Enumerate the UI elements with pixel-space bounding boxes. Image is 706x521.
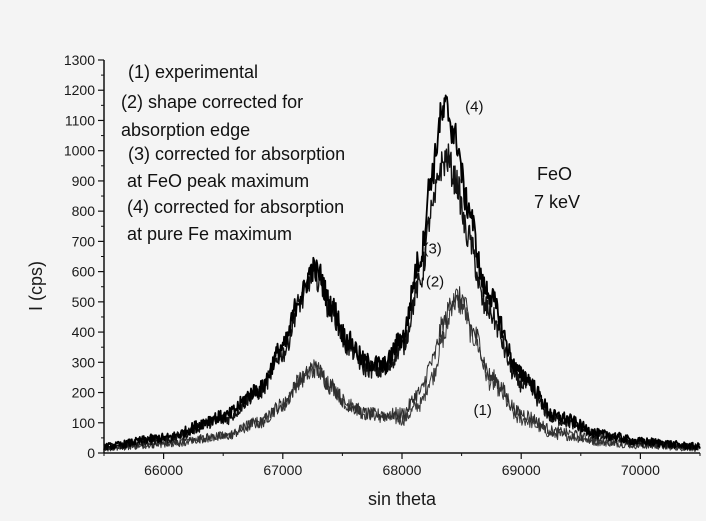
sample-label: FeO: [537, 164, 572, 184]
curve-label-1: (1): [474, 402, 492, 419]
legend: (1) experimental (2) shape corrected for…: [121, 62, 345, 244]
y-tick-label: 800: [72, 203, 96, 219]
y-tick-label: 500: [72, 294, 96, 310]
legend-line-3: absorption edge: [121, 120, 250, 140]
y-tick-label: 100: [72, 415, 96, 431]
y-tick-label: 1200: [64, 82, 95, 98]
y-tick-label: 600: [72, 264, 96, 280]
x-tick-label: 67000: [263, 462, 302, 478]
x-tick-label: 66000: [144, 462, 183, 478]
x-tick-label: 68000: [383, 462, 422, 478]
axes: 0 100 200 300 400 500 600 700 800 900 1000 1100 1200…: [64, 52, 701, 478]
x-tick-label: 70000: [621, 462, 660, 478]
side-annotation: FeO 7 keV: [534, 164, 580, 212]
y-axis-title: I (cps): [26, 261, 46, 311]
y-tick-label: 700: [72, 233, 96, 249]
x-tick-label: 69000: [502, 462, 541, 478]
legend-line-2: (2) shape corrected for: [121, 92, 303, 112]
energy-label: 7 keV: [534, 192, 580, 212]
y-tick-label: 0: [87, 445, 95, 461]
y-tick-label: 300: [72, 354, 96, 370]
x-axis-title: sin theta: [368, 489, 437, 509]
y-tick-label: 900: [72, 173, 96, 189]
curve-label-4: (4): [465, 98, 483, 115]
curve-label-3: (3): [423, 240, 441, 257]
y-tick-label: 1000: [64, 143, 95, 159]
y-tick-label: 1100: [65, 112, 95, 128]
legend-line-6: (4) corrected for absorption: [127, 197, 344, 217]
y-tick-label: 1300: [64, 52, 95, 68]
legend-line-7: at pure Fe maximum: [127, 224, 292, 244]
y-tick-label: 400: [72, 324, 96, 340]
legend-line-1: (1) experimental: [128, 62, 258, 82]
curve-label-2: (2): [426, 274, 444, 291]
curve-labels: (1) (2) (3) (4): [423, 98, 491, 419]
legend-line-4: (3) corrected for absorption: [128, 144, 345, 164]
series-layer: [103, 94, 701, 452]
y-tick-label: 200: [72, 385, 96, 401]
series-line-4: [103, 94, 701, 451]
legend-line-5: at FeO peak maximum: [127, 171, 309, 191]
